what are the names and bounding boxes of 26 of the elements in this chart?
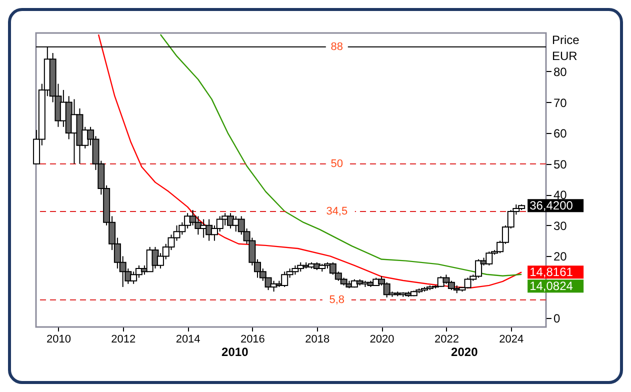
ref-line-label: 34,5 (326, 206, 348, 218)
y-tick-label: 50 (554, 157, 568, 172)
text: 2020 (451, 345, 478, 359)
x-tick-label: 2018 (305, 334, 330, 346)
x-tick-label: 2012 (111, 334, 136, 346)
data-label: 14,0824 (530, 279, 574, 294)
y-tick-label: 80 (554, 64, 568, 79)
ref-line-label: 88 (330, 40, 344, 53)
x-tick-label: 2022 (434, 334, 459, 346)
y-tick-label: 60 (554, 126, 568, 141)
line-series (160, 34, 522, 276)
y-tick-label: 20 (554, 250, 568, 264)
x-tick-label: 2010 (46, 334, 71, 346)
line-series (98, 34, 522, 289)
y-tick-label: 30 (554, 218, 568, 233)
x-tick-label: 2014 (176, 334, 200, 346)
data-label: 14,8161 (530, 265, 574, 280)
ref-line-label: 5,8 (329, 294, 345, 306)
y-tick-label: 0 (554, 311, 560, 326)
text: 2010 (222, 345, 249, 359)
x-tick-label: 2016 (240, 334, 265, 346)
x-tick-label: 2024 (499, 334, 524, 346)
y-axis-title: Price EUR (552, 33, 580, 63)
y-tick-label: 70 (554, 96, 568, 110)
x-tick-label: 2020 (370, 334, 394, 346)
ref-line-label: 50 (330, 158, 344, 170)
